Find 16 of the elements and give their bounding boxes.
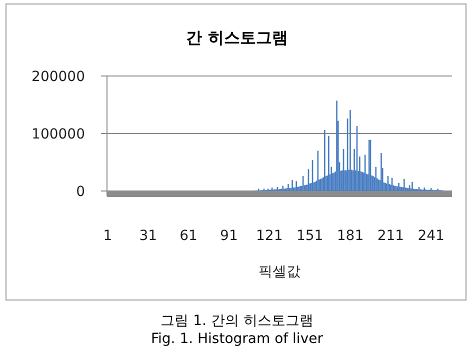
x-tick-label: 61 [180, 228, 198, 244]
x-tick-label: 1 [103, 228, 112, 244]
y-tick-label: 100000 [32, 126, 85, 142]
caption: 그림 1. 간의 히스토그램 [160, 313, 314, 329]
x-tick-label: 151 [296, 228, 324, 244]
x-tick-label: 91 [220, 228, 238, 244]
y-tick-label: 0 [76, 184, 85, 200]
x-axis-title: 픽셀값 [258, 264, 300, 280]
chart-title: 간 히스토그램 [186, 28, 288, 47]
x-tick-label: 181 [336, 228, 364, 244]
y-tick-label: 200000 [32, 69, 85, 85]
x-tick-label: 241 [418, 228, 444, 244]
x-tick-label: 211 [377, 228, 404, 244]
x-tick-label: 31 [139, 228, 158, 244]
caption: Fig. 1. Histogram of liver [151, 331, 324, 347]
x-tick-label: 121 [256, 228, 283, 244]
